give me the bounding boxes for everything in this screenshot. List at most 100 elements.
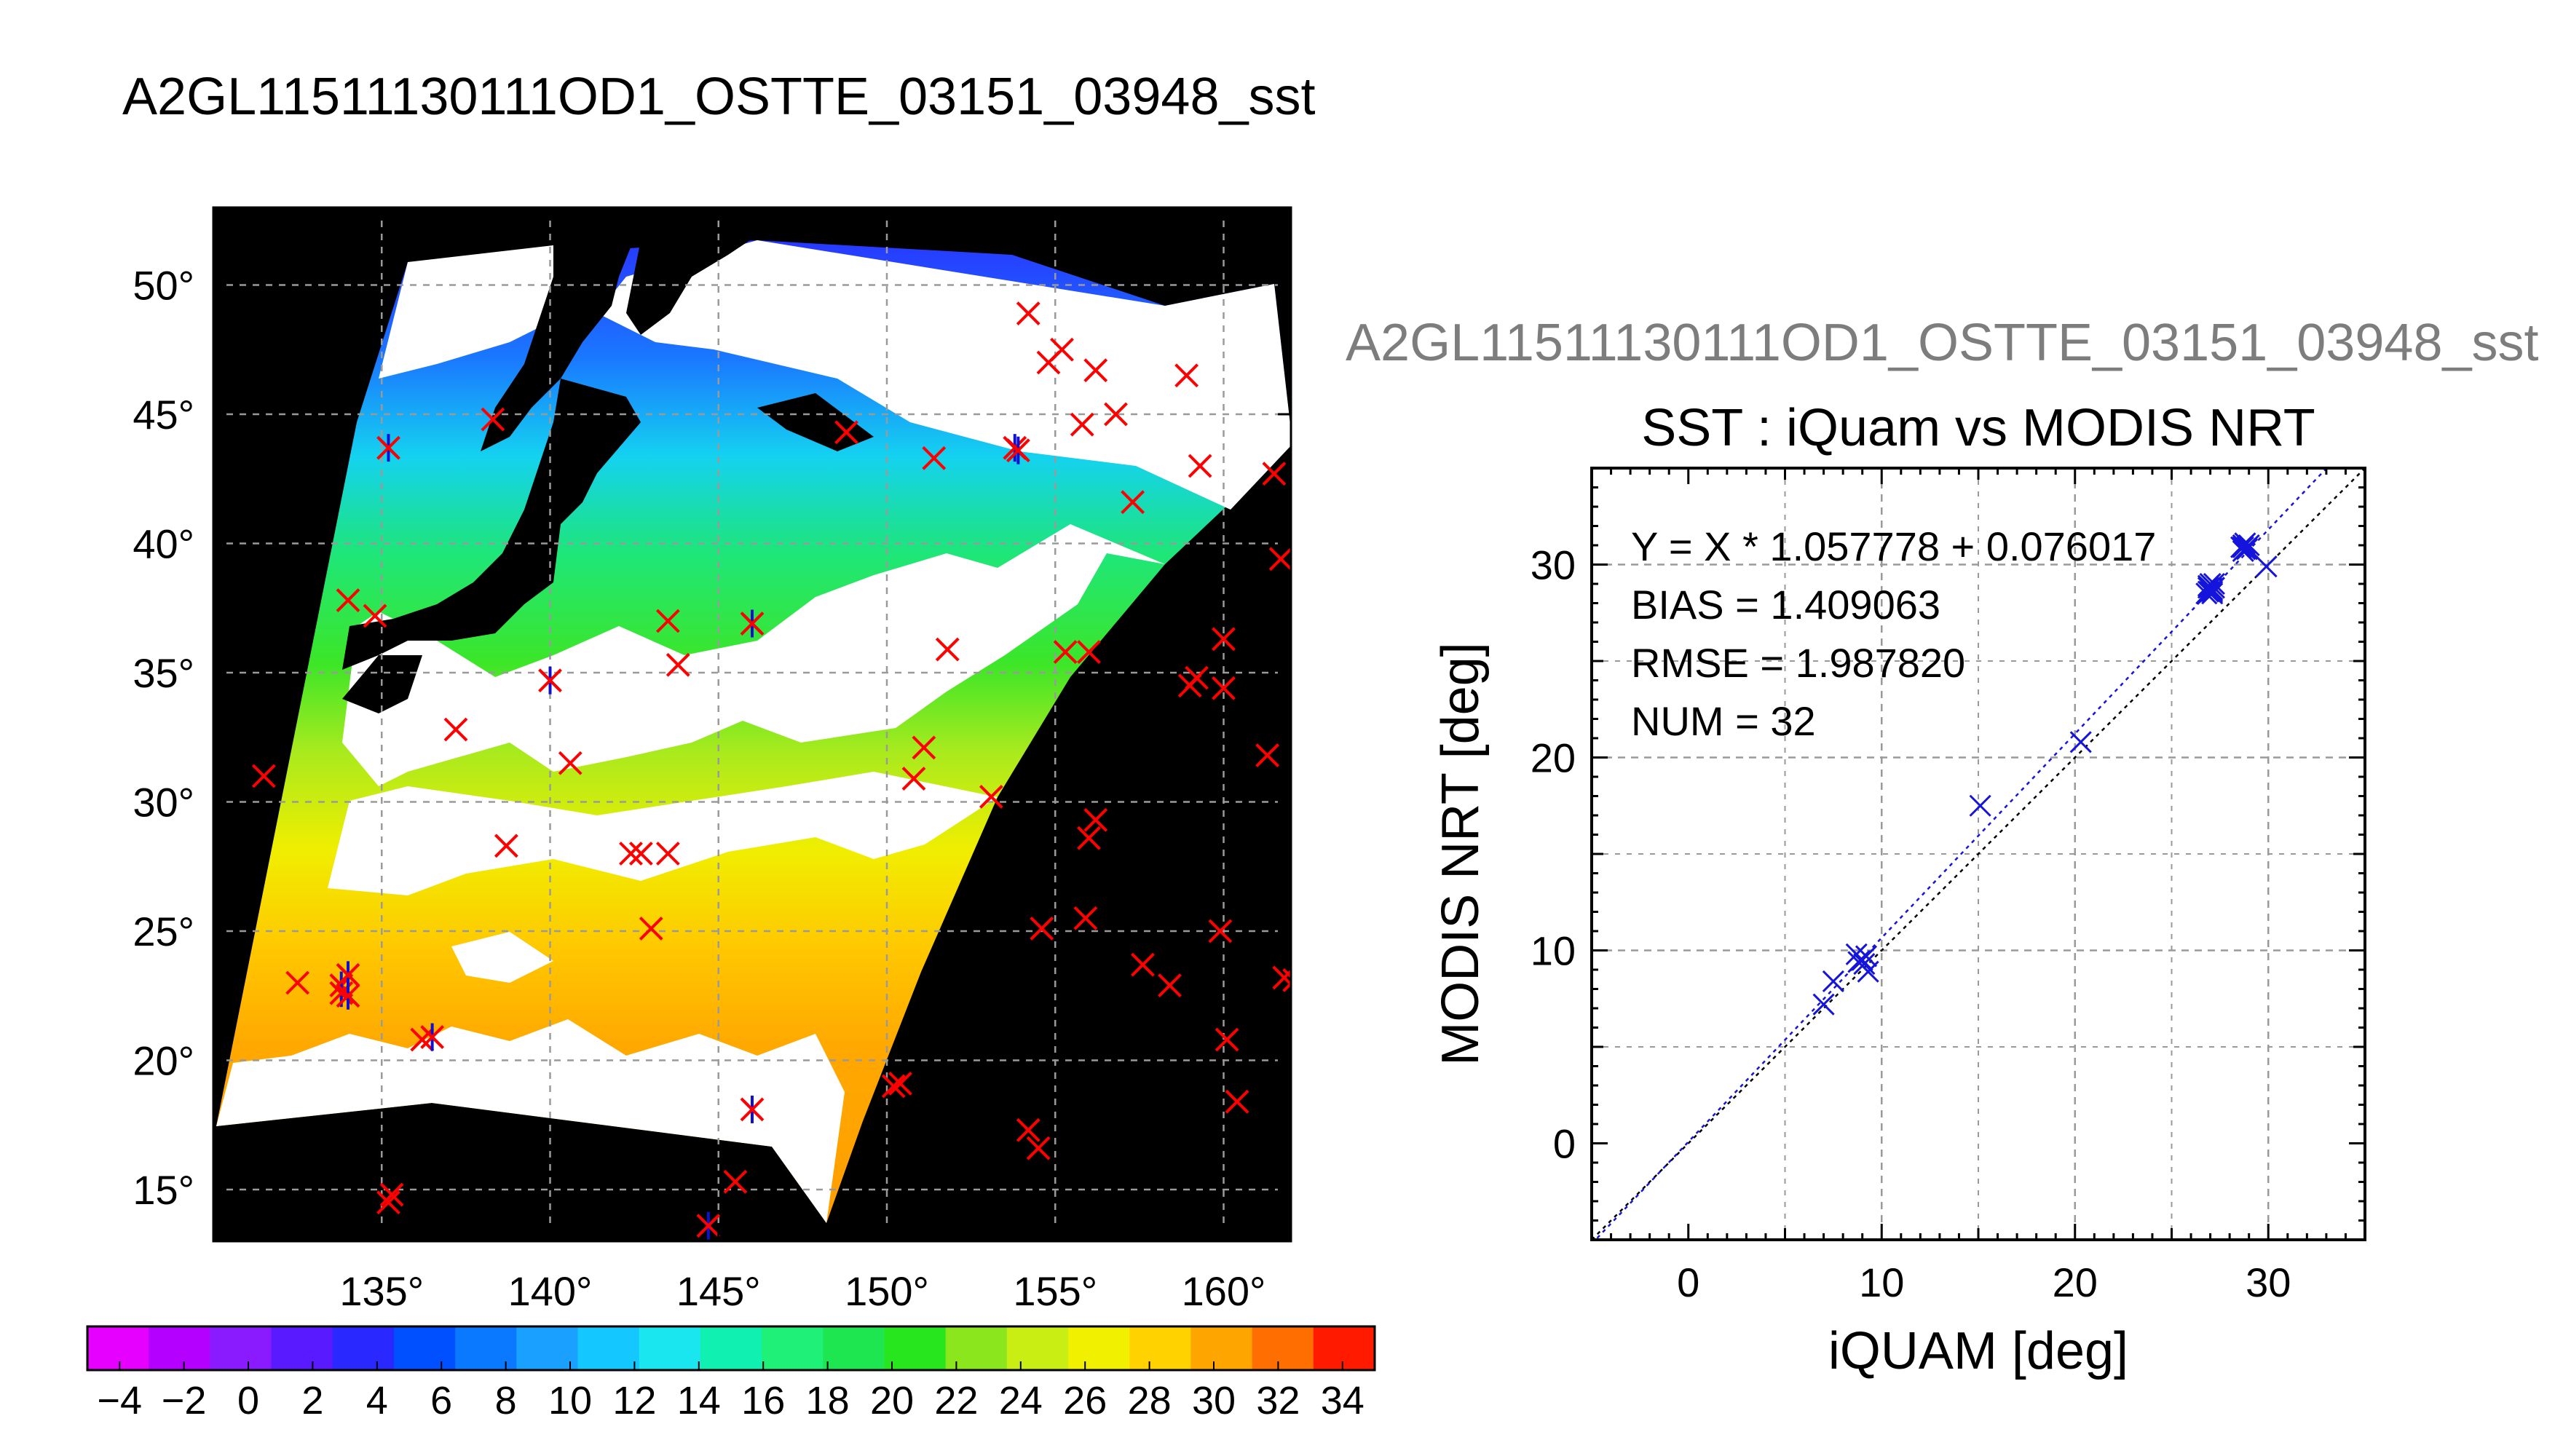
colorbar-tick-label: 32 xyxy=(1256,1379,1300,1423)
map-x-tick-label: 150° xyxy=(845,1268,929,1314)
red-x-marker xyxy=(558,751,583,775)
red-x-marker xyxy=(363,604,387,628)
colorbar-segment xyxy=(945,1326,1008,1370)
red-x-marker xyxy=(1016,1117,1040,1142)
red-x-marker xyxy=(481,407,505,432)
colorbar-segment xyxy=(1006,1326,1069,1370)
colorbar-tick-label: −4 xyxy=(97,1379,142,1423)
matched-star-marker xyxy=(740,1095,765,1123)
red-x-marker xyxy=(1212,676,1236,700)
colorbar-segment xyxy=(271,1326,333,1370)
red-x-marker xyxy=(723,1169,748,1194)
red-x-marker xyxy=(1262,462,1287,486)
red-x-marker xyxy=(1077,640,1101,665)
colorbar-tick-label: 24 xyxy=(999,1379,1043,1423)
colorbar-segment xyxy=(577,1326,640,1370)
red-x-marker xyxy=(901,767,926,791)
red-x-marker xyxy=(376,1190,400,1215)
red-x-marker xyxy=(1104,402,1128,427)
map-x-tick-label: 135° xyxy=(339,1268,424,1314)
red-x-marker xyxy=(888,1072,912,1096)
red-x-marker xyxy=(1212,627,1236,652)
red-x-marker xyxy=(1225,1089,1249,1114)
colorbar-tick-label: 28 xyxy=(1128,1379,1172,1423)
map-y-tick-labels: 15° 20° 25° 30° 35° 40° 45° 50° xyxy=(133,263,194,1214)
colorbar-tick-label: 14 xyxy=(677,1379,721,1423)
overlapping-plot-title: A2GL11511130111OD1_OSTTE_03151_03948_sst xyxy=(1346,314,2539,372)
red-x-marker xyxy=(1016,301,1040,325)
red-x-marker xyxy=(619,842,643,866)
red-x-marker xyxy=(1272,965,1291,990)
colorbar-segment xyxy=(639,1326,701,1370)
colorbar-tick-label: 2 xyxy=(301,1379,323,1423)
red-x-marker xyxy=(494,834,518,858)
red-x-marker xyxy=(1050,337,1074,362)
red-x-marker xyxy=(285,970,310,995)
red-x-marker xyxy=(655,842,680,866)
red-x-marker xyxy=(666,652,690,677)
colorbar-segment xyxy=(700,1326,762,1370)
colorbar-segment xyxy=(884,1326,947,1370)
map-markers xyxy=(251,301,1291,1240)
red-x-marker xyxy=(628,842,653,866)
red-x-marker xyxy=(912,735,936,760)
red-x-marker xyxy=(1026,1136,1051,1160)
red-x-marker xyxy=(1188,454,1212,478)
colorbar-segment xyxy=(1068,1326,1131,1370)
matched-star-marker xyxy=(740,609,765,638)
red-x-marker xyxy=(1030,917,1054,941)
red-x-marker xyxy=(1268,547,1291,571)
colorbar xyxy=(86,1325,1376,1372)
matched-star-marker xyxy=(376,434,400,462)
colorbar-tick-label: 30 xyxy=(1192,1379,1236,1423)
colorbar-segment xyxy=(1252,1326,1314,1370)
red-x-marker xyxy=(1070,412,1094,437)
colorbar-frame xyxy=(86,1325,1376,1372)
colorbar-segment xyxy=(149,1326,211,1370)
colorbar-tick-label: 20 xyxy=(870,1379,914,1423)
figure-title: A2GL11511130111OD1_OSTTE_03151_03948_sst xyxy=(122,68,1316,126)
red-x-marker xyxy=(1215,1027,1239,1052)
map-ticks xyxy=(213,207,1291,1241)
red-x-marker xyxy=(1083,358,1108,383)
colorbar-tick-label: 4 xyxy=(366,1379,388,1423)
matched-star-marker xyxy=(420,1023,445,1051)
map-x-tick-label: 145° xyxy=(676,1268,761,1314)
red-x-marker xyxy=(1131,952,1155,977)
colorbar-tick-label: 12 xyxy=(612,1379,656,1423)
colorbar-tick-label: 0 xyxy=(237,1379,259,1423)
map-y-tick-label: 45° xyxy=(133,392,194,438)
map-y-tick-label: 40° xyxy=(133,521,194,567)
map-x-tick-label: 140° xyxy=(508,1268,593,1314)
colorbar-segment xyxy=(1313,1326,1375,1370)
map-y-tick-label: 15° xyxy=(133,1167,194,1213)
colorbar-tick-label: 18 xyxy=(806,1379,850,1423)
red-x-marker xyxy=(655,609,680,633)
map-grid xyxy=(213,207,1291,1241)
red-x-marker xyxy=(979,784,1003,809)
red-x-marker xyxy=(1158,973,1182,997)
colorbar-segment xyxy=(1190,1326,1253,1370)
colorbar-segment xyxy=(762,1326,824,1370)
red-x-marker xyxy=(1077,826,1101,850)
colorbar-segment xyxy=(332,1326,395,1370)
red-x-marker xyxy=(1083,807,1108,832)
colorbar-tick-label: −2 xyxy=(162,1379,207,1423)
red-x-marker xyxy=(1174,363,1199,388)
colorbar-segment xyxy=(393,1326,456,1370)
colorbar-tick-label: 8 xyxy=(495,1379,517,1423)
red-x-marker xyxy=(1073,906,1098,930)
colorbar-segment xyxy=(210,1326,272,1370)
map-y-tick-label: 30° xyxy=(133,780,194,826)
colorbar-tick-label: 6 xyxy=(430,1379,452,1423)
map-x-tick-label: 160° xyxy=(1182,1268,1266,1314)
colorbar-tick-labels: −4 −2 0 2 4 6 8 10 12 14 16 18 20 22 24 26 28 30 32 34 xyxy=(97,1379,1364,1423)
red-x-marker xyxy=(1053,640,1078,665)
red-x-marker xyxy=(935,637,960,662)
red-x-marker xyxy=(1282,968,1291,992)
red-x-marker xyxy=(881,1074,906,1099)
red-x-marker xyxy=(1208,919,1233,943)
map-y-tick-label: 25° xyxy=(133,909,194,954)
matched-star-marker xyxy=(696,1211,721,1240)
